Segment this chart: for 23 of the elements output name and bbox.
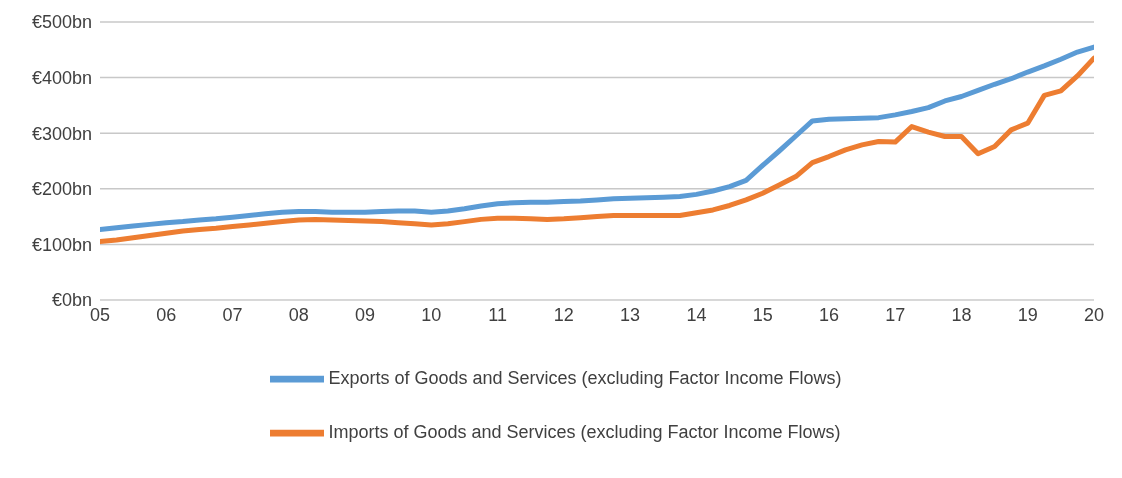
y-tick-label: €500bn	[31, 12, 92, 33]
x-tick-label: 09	[355, 304, 376, 325]
legend-label: Imports of Goods and Services (excluding Factor Income Flows)	[328, 421, 841, 442]
y-tick-label: €300bn	[31, 123, 92, 144]
legend-label: Exports of Goods and Services (excluding Factor Income Flows)	[328, 367, 842, 388]
x-tick-label: 18	[951, 304, 972, 325]
y-tick-label: €400bn	[31, 67, 92, 88]
x-tick-label: 10	[421, 304, 442, 325]
x-tick-label: 19	[1017, 304, 1038, 325]
x-tick-label: 13	[620, 304, 641, 325]
x-tick-label: 14	[686, 304, 707, 325]
y-tick-label: €0bn	[51, 290, 92, 311]
y-tick-label: €100bn	[31, 234, 92, 255]
x-tick-label: 17	[885, 304, 906, 325]
x-tick-label: 08	[288, 304, 309, 325]
x-tick-label: 11	[488, 304, 507, 325]
x-tick-label: 07	[222, 304, 243, 325]
x-tick-label: 06	[156, 304, 177, 325]
y-tick-label: €200bn	[31, 179, 92, 200]
x-tick-label: 20	[1083, 304, 1105, 325]
x-tick-label: 12	[553, 304, 574, 325]
x-tick-label: 16	[818, 304, 839, 325]
x-tick-label: 15	[752, 304, 773, 325]
